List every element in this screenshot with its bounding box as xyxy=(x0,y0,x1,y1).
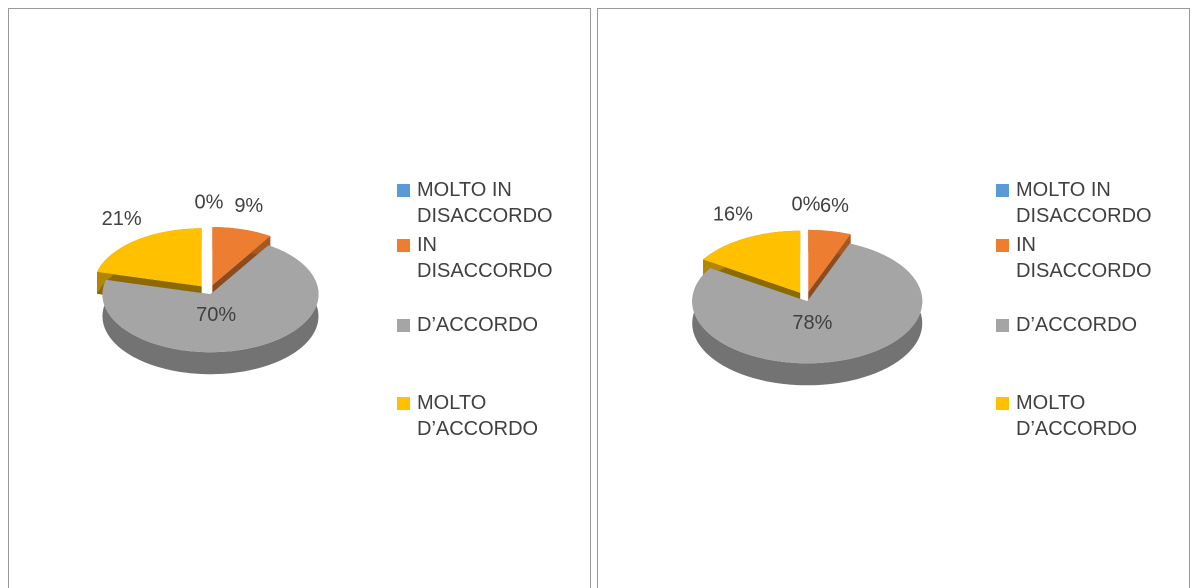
slice xyxy=(692,243,923,364)
data-label: 6% xyxy=(820,195,849,217)
legend-item: IN DISACCORDO xyxy=(397,232,553,312)
slice xyxy=(808,229,851,292)
legend-item: MOLTO IN DISACCORDO xyxy=(996,177,1152,232)
legend-swatch xyxy=(397,184,410,197)
chart: 0% 6% 78% 16% xyxy=(692,193,923,386)
legend-item: IN DISACCORDO xyxy=(996,232,1152,312)
legend-label: MOLTO D’ACCORDO xyxy=(417,392,539,440)
legend-item: MOLTO IN DISACCORDO xyxy=(397,177,553,232)
legend-label: IN DISACCORDO xyxy=(417,234,553,282)
data-label: 9% xyxy=(234,195,263,217)
slice xyxy=(97,228,202,287)
data-label: 16% xyxy=(713,204,753,226)
legend-label: D’ACCORDO xyxy=(417,314,539,336)
data-label: 0% xyxy=(195,192,224,214)
legend-swatch xyxy=(996,239,1009,252)
legend-item: MOLTO D’ACCORDO xyxy=(996,390,1146,442)
legend-swatch xyxy=(397,239,410,252)
slice xyxy=(212,227,271,286)
legend-swatch xyxy=(397,319,410,332)
chart: 0% 9% 70% 21% xyxy=(97,192,319,375)
data-label: 0% xyxy=(792,193,821,215)
legend-item: D’ACCORDO xyxy=(996,312,1146,390)
legend: MOLTO IN DISACCORDO IN DISACCORDO D’ACCORD… xyxy=(397,177,553,442)
chart-panel: 0% 9% 70% 21% MOLTO IN DISACCORDO IN DISACCO… xyxy=(8,8,591,588)
legend-label: IN DISACCORDO xyxy=(1016,234,1152,282)
legend-swatch xyxy=(397,397,410,410)
data-label: 21% xyxy=(102,208,142,230)
slice xyxy=(102,245,319,353)
legend-label: D’ACCORDO xyxy=(1016,314,1138,336)
legend-swatch xyxy=(996,397,1009,410)
legend: MOLTO IN DISACCORDO IN DISACCORDO D’ACCORD… xyxy=(996,177,1152,442)
data-label: 70% xyxy=(196,304,236,326)
legend-label: MOLTO D’ACCORDO xyxy=(1016,392,1138,440)
data-label: 78% xyxy=(792,312,832,334)
legend-swatch xyxy=(996,319,1009,332)
legend-item: MOLTO D’ACCORDO xyxy=(397,390,547,442)
legend-label: MOLTO IN DISACCORDO xyxy=(417,179,553,227)
slice xyxy=(703,230,801,293)
chart-panel: 0% 6% 78% 16% MOLTO IN DISACCORDO IN DISACCO… xyxy=(597,8,1190,588)
legend-item: D’ACCORDO xyxy=(397,312,547,390)
legend-label: MOLTO IN DISACCORDO xyxy=(1016,179,1152,227)
legend-swatch xyxy=(996,184,1009,197)
